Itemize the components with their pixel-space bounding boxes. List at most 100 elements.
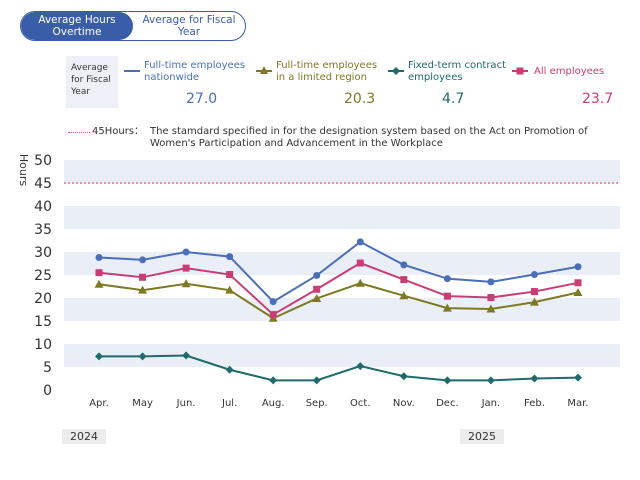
data-point: [269, 376, 278, 385]
data-point: [487, 278, 495, 286]
data-point: [574, 279, 582, 287]
data-point: [574, 373, 582, 382]
legend-name-line1: All employees: [534, 66, 605, 77]
data-point: [443, 292, 451, 300]
year-label-2024: 2024: [62, 429, 106, 444]
x-tick-label: Nov.: [393, 398, 415, 409]
legend-name-line2: in a limited region: [276, 72, 367, 83]
y-axis-label: Hours: [17, 154, 30, 186]
y-tick-label: 10: [34, 337, 52, 353]
y-tick-label: 50: [34, 153, 52, 169]
data-point: [313, 285, 321, 293]
data-point: [443, 376, 452, 385]
legend-value: 4.7: [442, 91, 465, 107]
data-point: [95, 269, 103, 277]
x-tick-label: Oct.: [350, 398, 370, 409]
data-point: [138, 352, 147, 361]
x-tick-label: Jul.: [221, 398, 237, 409]
legend-value: 27.0: [186, 91, 218, 107]
grid-band: [64, 160, 620, 183]
x-tick-label: Mar.: [567, 398, 588, 409]
data-point: [95, 352, 103, 361]
legend-square-marker: [512, 67, 528, 75]
data-point: [226, 271, 234, 279]
data-point: [530, 271, 538, 279]
data-point: [530, 374, 539, 383]
data-point: [486, 376, 495, 385]
y-tick-label: 20: [34, 291, 52, 307]
data-point: [443, 275, 451, 283]
data-point: [225, 285, 235, 294]
data-point: [487, 294, 495, 302]
legend-name-line1: Fixed-term contract: [408, 60, 506, 71]
data-point: [226, 253, 234, 261]
y-tick-label: 40: [34, 199, 52, 215]
legend-value: 23.7: [582, 91, 614, 107]
y-tick-label: 30: [34, 245, 52, 261]
data-point: [313, 271, 321, 279]
legend-name-line1: Full-time employees: [144, 60, 246, 71]
legend-value: 20.3: [344, 91, 376, 107]
data-point: [399, 291, 409, 300]
grid-band: [64, 252, 620, 275]
grid-band: [64, 206, 620, 229]
legend-line-marker: [124, 70, 140, 72]
data-point: [182, 351, 191, 360]
reference-dash-sample: [68, 132, 90, 133]
data-point: [182, 248, 190, 256]
reference-description: The stamdard specified in for the design…: [150, 126, 588, 149]
y-tick-label: 5: [43, 360, 52, 376]
data-point: [530, 288, 538, 296]
data-point: [225, 365, 234, 374]
data-point: [400, 261, 408, 269]
data-point: [312, 293, 322, 302]
x-tick-label: Apr.: [89, 398, 109, 409]
data-point: [138, 285, 148, 294]
data-point: [574, 263, 582, 271]
grid-band: [64, 298, 620, 321]
data-point: [442, 303, 452, 312]
data-point: [529, 297, 539, 306]
data-point: [486, 304, 496, 313]
view-toggle: Average Hours Overtime Average for Fisca…: [20, 11, 246, 41]
average-hours-overtime-tab[interactable]: Average Hours Overtime: [21, 12, 133, 40]
series-line: [98, 282, 579, 320]
data-point: [94, 279, 104, 288]
legend-box-label: Average for Fiscal Year: [66, 56, 118, 108]
reference-label: 45Hours：: [92, 126, 145, 137]
series-line: [98, 261, 579, 316]
series-line: [99, 354, 579, 382]
year-label-2025: 2025: [460, 429, 504, 444]
data-point: [312, 376, 321, 385]
data-point: [181, 279, 191, 288]
average-fiscal-year-tab[interactable]: Average for Fiscal Year: [142, 14, 236, 38]
legend-triangle-marker: [256, 66, 272, 74]
x-tick-label: Aug.: [262, 398, 285, 409]
x-tick-label: Dec.: [436, 398, 459, 409]
y-tick-label: 0: [43, 383, 52, 399]
legend-name-line1: Full-time employees: [276, 60, 378, 71]
data-point: [400, 276, 408, 284]
data-point: [269, 298, 277, 306]
y-tick-label: 15: [34, 314, 52, 330]
legend-name-line2: nationwide: [144, 72, 200, 83]
data-point: [356, 362, 365, 371]
data-point: [573, 287, 583, 296]
series-line: [98, 240, 579, 303]
legend-diamond-marker: [388, 67, 404, 75]
data-point: [139, 256, 147, 264]
x-tick-label: May: [132, 398, 153, 409]
data-point: [269, 311, 277, 319]
data-point: [355, 278, 365, 287]
legend-name-line2: employees: [408, 72, 463, 83]
x-tick-label: Sep.: [306, 398, 328, 409]
data-point: [139, 273, 147, 281]
y-tick-label: 45: [34, 176, 52, 192]
x-tick-label: Feb.: [524, 398, 545, 409]
y-tick-label: 35: [34, 222, 52, 238]
data-point: [356, 259, 364, 267]
data-point: [399, 372, 408, 381]
x-tick-label: Jan.: [481, 398, 501, 409]
data-point: [182, 264, 190, 272]
